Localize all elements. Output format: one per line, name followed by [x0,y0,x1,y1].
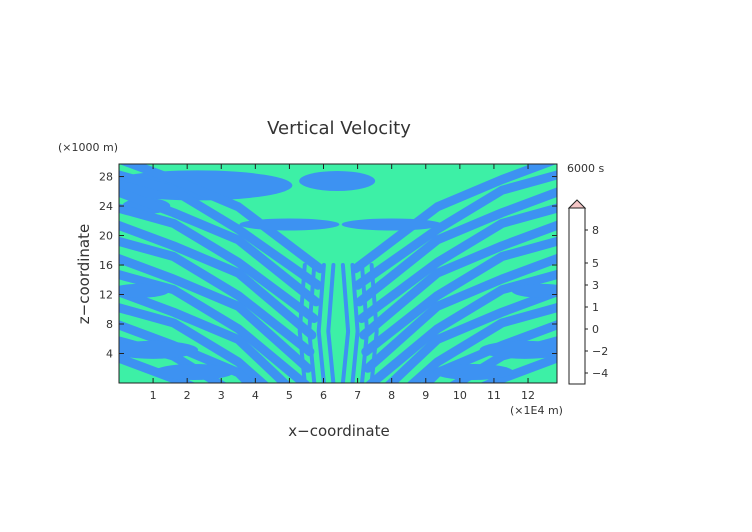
colorbar-tick-label: 5 [592,257,599,270]
x-axis-ticks: 1 2 3 4 5 6 7 8 9 10 11 12 [150,164,535,402]
x-tick-label: 6 [320,389,327,402]
y-tick-label: 16 [99,259,113,272]
plot-area [118,163,558,384]
negative-velocity-cell [299,170,376,191]
x-tick-label: 4 [252,389,259,402]
negative-velocity-band [384,287,557,383]
chart-title: Vertical Velocity [267,118,411,139]
negative-velocity-band [350,263,360,383]
negative-velocity-band [119,170,323,290]
x-tick-label: 11 [487,389,501,402]
negative-velocity-band [363,253,557,373]
x-unit-label: (×1E4 m) [510,404,563,417]
negative-velocity-band [119,270,310,383]
negative-velocity-band [119,287,291,383]
x-tick-label: 1 [150,389,157,402]
x-tick-label: 3 [218,389,225,402]
negative-velocity-band [353,170,557,290]
colorbar-tick-label: −2 [592,345,608,358]
x-tick-label: 8 [388,389,395,402]
negative-velocity-band [351,164,557,274]
x-tick-label: 5 [286,389,293,402]
x-tick-label: 12 [521,389,535,402]
negative-velocity-band [360,263,370,383]
negative-velocity-band [316,263,326,383]
negative-velocity-cell [153,363,234,380]
velocity-field [119,164,557,383]
negative-velocity-cell [341,218,442,231]
y-tick-label: 8 [106,318,113,331]
time-label: 6000 s [567,162,604,175]
colorbar-tick-label: 8 [592,224,599,237]
negative-velocity-band [119,353,196,383]
plot-frame [118,163,558,384]
colorbar: 8 5 3 1 0 −2 −4 [567,199,608,385]
colorbar-tick-label: 0 [592,323,599,336]
negative-velocity-band [420,320,557,383]
negative-velocity-band [119,203,319,323]
negative-velocity-band [297,263,307,383]
y-tick-label: 28 [99,171,113,184]
x-axis-label: x−coordinate [288,422,389,440]
negative-velocity-cell [479,340,557,359]
negative-velocity-band [355,187,557,307]
x-tick-label: 10 [453,389,467,402]
y-tick-label: 24 [99,200,113,213]
x-tick-label: 2 [184,389,191,402]
negative-velocity-band [307,263,317,383]
negative-velocity-band [361,236,557,357]
negative-velocity-band [119,164,325,274]
colorbar-tick-label: −4 [592,367,608,380]
y-unit-label: (×1000 m) [58,141,118,154]
colorbar-frame [568,207,586,385]
negative-velocity-band [119,187,321,307]
x-tick-label: 9 [422,389,429,402]
negative-velocity-band [119,320,255,383]
negative-velocity-band [357,203,557,323]
negative-velocity-cell [119,283,170,298]
y-tick-label: 4 [106,348,113,361]
negative-velocity-band [406,303,557,383]
negative-velocity-band [326,263,336,383]
negative-velocity-cell [433,363,514,380]
colorbar-tick-label: 3 [592,279,599,292]
negative-velocity-band [340,263,351,383]
negative-velocity-band [119,220,317,340]
negative-velocity-band [119,253,313,373]
y-tick-label: 20 [99,230,113,243]
negative-velocity-band [359,220,557,340]
y-axis-ticks: 4 8 12 16 20 24 28 [99,171,557,361]
colorbar-tick-label: 1 [592,301,599,314]
negative-velocity-cell [511,283,557,298]
negative-velocity-cell [119,340,199,359]
negative-velocity-band [119,236,315,357]
negative-velocity-band [480,353,557,383]
x-tick-label: 7 [354,389,361,402]
colorbar-extend-arrow [567,199,587,209]
y-tick-label: 12 [99,289,113,302]
negative-velocity-band [365,269,557,383]
y-axis-label: z−coordinate [75,224,93,324]
negative-velocity-cell [239,218,340,231]
negative-velocity-band [369,263,379,383]
negative-velocity-band [119,303,269,383]
